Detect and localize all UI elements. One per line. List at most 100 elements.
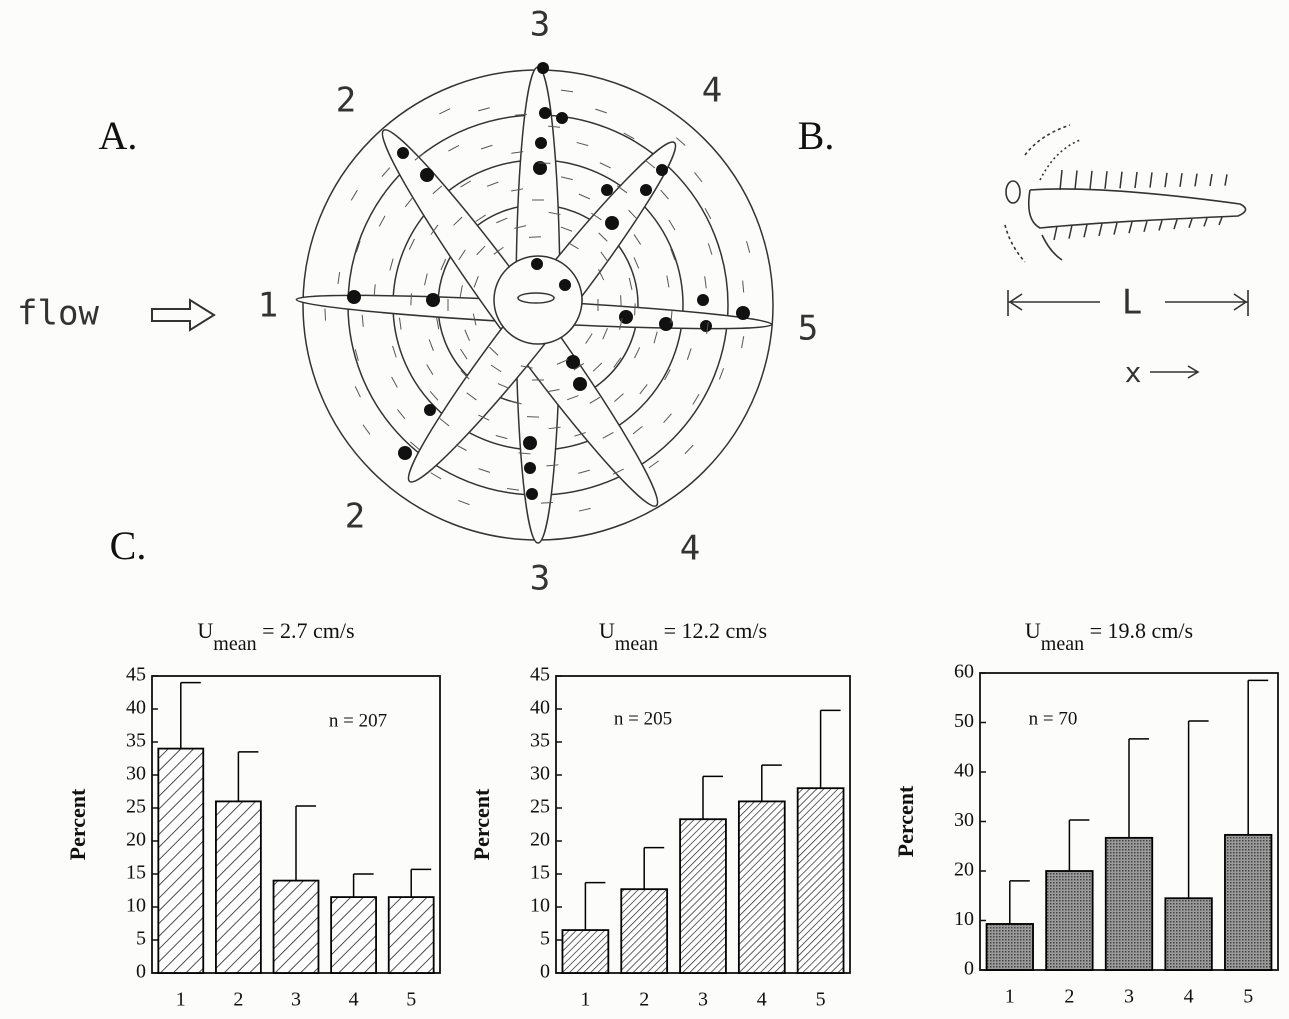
position-label: 2 [336, 81, 356, 121]
hatch-line [614, 393, 624, 402]
hatch-line [560, 176, 573, 181]
panel-label: C. [110, 523, 147, 568]
hair [1089, 170, 1093, 190]
hatch-line [350, 189, 358, 201]
title-sub: mean [213, 633, 256, 655]
position-label: 5 [798, 309, 818, 349]
x-tick-label: 4 [349, 989, 359, 1011]
hatch-line [653, 331, 658, 344]
hatch-line [337, 272, 341, 285]
hatch-line [567, 242, 579, 250]
hatch-line [428, 339, 434, 351]
hair [1113, 222, 1118, 235]
hatch-line [560, 226, 573, 232]
hatch-line [547, 389, 560, 393]
title-main: U [599, 618, 615, 643]
bar [561, 929, 610, 974]
hatch-line [439, 418, 450, 427]
title-sub: mean [615, 633, 658, 655]
hatch-line [459, 285, 463, 298]
hatch-line [595, 108, 607, 114]
bar [215, 800, 262, 974]
hatch-line [458, 499, 470, 506]
hatch-line [540, 502, 553, 504]
hatch-line [660, 189, 669, 200]
y-tick-label: 45 [126, 664, 146, 686]
annotation: n = 205 [614, 708, 672, 729]
bar [1104, 836, 1154, 971]
hatch-line [602, 327, 608, 340]
hatch-line [704, 276, 707, 289]
hatch-line [526, 416, 539, 418]
hatch-line [324, 308, 326, 321]
hatch-line [548, 125, 561, 128]
position-label: 3 [530, 559, 550, 599]
hair [1074, 170, 1078, 190]
hatch-line [440, 258, 447, 271]
hatch-line [664, 369, 671, 381]
hatch-line [574, 432, 586, 437]
y-tick-label: 20 [954, 859, 974, 881]
hatch-line [478, 468, 491, 473]
hatch-line [599, 162, 611, 169]
hatch-line [538, 162, 551, 164]
hatch-line [493, 246, 504, 255]
x-tick-label: 5 [406, 989, 416, 1011]
flow-arrow [151, 298, 216, 332]
hatch-line [373, 284, 376, 297]
hair [1218, 216, 1223, 226]
bar [1224, 833, 1273, 971]
annotation: n = 70 [1029, 708, 1078, 729]
hair [1059, 169, 1063, 191]
x-tick-label: 1 [1005, 986, 1015, 1008]
hatch-line [663, 413, 672, 424]
hatch-line [355, 240, 361, 253]
y-tick-label: 10 [954, 908, 974, 930]
hair [1224, 174, 1228, 186]
hatch-line [578, 507, 591, 512]
hatch-line [598, 232, 608, 242]
title-rest: = 2.7 cm/s [257, 618, 355, 643]
bar [1045, 870, 1094, 971]
hatch-line [634, 303, 636, 316]
hatch-line [389, 258, 394, 271]
y-tick-label: 40 [530, 697, 550, 719]
hatch-line [453, 216, 463, 226]
hatch-line [591, 212, 602, 221]
hatch-line [613, 357, 622, 368]
y-tick-label: 40 [954, 760, 974, 782]
hatch-line [634, 347, 641, 359]
chart-title: Umean = 2.7 cm/s [197, 618, 354, 655]
x-tick-label: 5 [1243, 986, 1253, 1008]
hair [1119, 171, 1123, 189]
y-tick-label: 5 [136, 928, 146, 950]
hatch-line [741, 336, 745, 349]
panel-label: A. [99, 113, 138, 158]
hair [1188, 218, 1193, 228]
hatch-line [576, 141, 589, 147]
hatch-line [397, 409, 406, 420]
hatch-line [675, 137, 686, 146]
title-rest: = 19.8 cm/s [1084, 618, 1193, 643]
y-tick-label: 15 [530, 862, 550, 884]
hatch-line [460, 180, 472, 188]
hatch-line [478, 107, 490, 112]
arm-sketch [1004, 124, 1249, 379]
hatch-line [692, 393, 700, 405]
y-tick-label: 10 [126, 895, 146, 917]
x-tick-label: 2 [1064, 986, 1074, 1008]
x-tick-label: 2 [233, 989, 243, 1011]
hatch-line [455, 444, 467, 451]
hatch-line [362, 424, 371, 435]
hatch-line [589, 396, 601, 404]
hatch-line [410, 441, 420, 451]
position-label: 1 [258, 286, 278, 326]
hatch-line [592, 362, 603, 372]
bar [157, 747, 205, 974]
x-tick-label: 4 [1184, 986, 1194, 1008]
title-rest: = 12.2 cm/s [658, 618, 767, 643]
x-tick-label: 3 [1124, 986, 1134, 1008]
hatch-line [476, 245, 486, 256]
hatch-line [381, 167, 391, 177]
hatch-line [424, 273, 428, 286]
